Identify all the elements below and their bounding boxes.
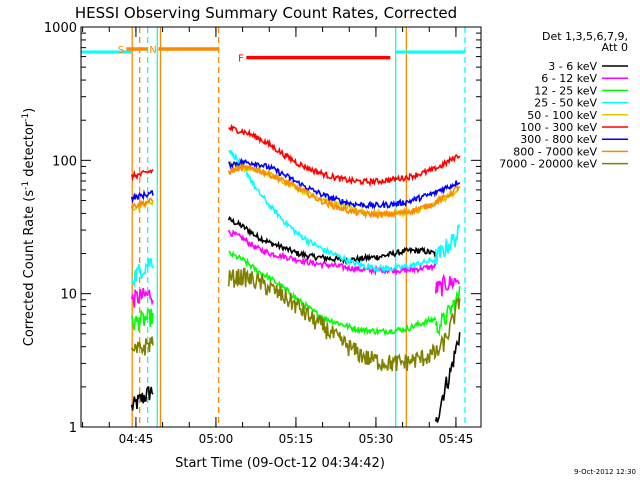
legend-header-detectors: Det 1,3,5,6,7,9,	[542, 30, 628, 43]
series-4-segment-0	[131, 257, 154, 289]
legend-label-9: 7000 - 20000 keV	[499, 158, 597, 171]
y-tick-label-3: 1000	[44, 21, 77, 36]
legend-label-6: 100 - 300 keV	[520, 121, 597, 134]
chart-title: HESSI Observing Summary Count Rates, Cor…	[75, 4, 457, 22]
series-8	[130, 163, 460, 220]
series-2-segment-1	[227, 229, 437, 277]
state-label-S: S	[118, 45, 124, 56]
series-6-segment-1	[228, 123, 437, 188]
series-4-segment-2	[434, 223, 461, 265]
legend-label-4: 25 - 50 keV	[534, 97, 597, 110]
y-tick-label-1: 10	[60, 288, 77, 303]
plot-area	[81, 27, 466, 427]
generation-timestamp: 9-Oct-2012 12:30	[574, 468, 636, 476]
x-tick-label-2: 05:15	[279, 432, 314, 446]
series-3-segment-2	[434, 286, 461, 337]
series-6-segment-2	[434, 153, 461, 171]
series-3-segment-1	[228, 250, 437, 337]
legend-label-2: 6 - 12 keV	[541, 72, 597, 85]
series-9-segment-2	[434, 296, 461, 356]
legend-label-5: 50 - 100 keV	[527, 109, 597, 122]
series-9-segment-0	[130, 336, 154, 356]
series-7-segment-2	[434, 180, 461, 197]
series-9	[130, 267, 461, 372]
series-2	[130, 229, 460, 308]
y-axis-label-main: Corrected Count Rate (s	[22, 190, 37, 347]
y-axis-label-sup1: -1	[21, 181, 31, 190]
x-tick-label-1: 05:00	[199, 432, 234, 446]
series-6-segment-0	[130, 168, 154, 182]
series-7	[130, 157, 461, 210]
plot-frame	[80, 26, 482, 428]
axes: 04:45 05:00 05:15 05:30 05:45 1 10 100 1000	[44, 21, 481, 446]
series-4-segment-1	[228, 149, 437, 274]
legend-label-7: 300 - 800 keV	[520, 133, 597, 146]
legend-label-1: 3 - 6 keV	[548, 60, 597, 73]
series-7-segment-1	[228, 157, 437, 210]
series-2-segment-0	[130, 287, 154, 308]
series-1	[130, 216, 461, 423]
y-axis-label: Corrected Count Rate (s-1 detector-1)	[21, 108, 37, 346]
x-tick-label-4: 05:45	[439, 432, 474, 446]
x-axis-label: Start Time (09-Oct-12 04:34:42)	[175, 456, 385, 471]
legend-header-attenuator: Att 0	[602, 41, 628, 54]
legend-label-8: 800 - 7000 keV	[513, 145, 597, 158]
series-7-segment-0	[130, 189, 154, 204]
data-series-layer	[130, 123, 461, 423]
y-axis-label-end: )	[22, 108, 37, 113]
series-6	[130, 123, 461, 188]
series-4	[131, 149, 461, 289]
y-axis-label-sup2: -1	[21, 113, 31, 122]
series-8-segment-2	[434, 185, 460, 206]
series-8-segment-0	[130, 197, 154, 212]
series-2-segment-2	[434, 273, 460, 297]
series-9-segment-1	[227, 267, 437, 372]
series-1-segment-1	[227, 216, 437, 266]
x-tick-label-3: 05:30	[359, 432, 394, 446]
legend-label-3: 12 - 25 keV	[534, 84, 597, 97]
y-tick-label-0: 1	[69, 421, 77, 436]
series-1-segment-2	[434, 332, 461, 423]
series-8-segment-1	[227, 163, 437, 220]
series-1-segment-0	[130, 386, 154, 411]
state-label-F: F	[238, 54, 244, 65]
y-axis-label-mid: detector	[22, 121, 37, 181]
state-label-N: N	[149, 45, 156, 56]
x-tick-label-0: 04:45	[119, 432, 154, 446]
series-3-segment-0	[130, 308, 154, 332]
y-tick-label-2: 100	[52, 154, 77, 169]
